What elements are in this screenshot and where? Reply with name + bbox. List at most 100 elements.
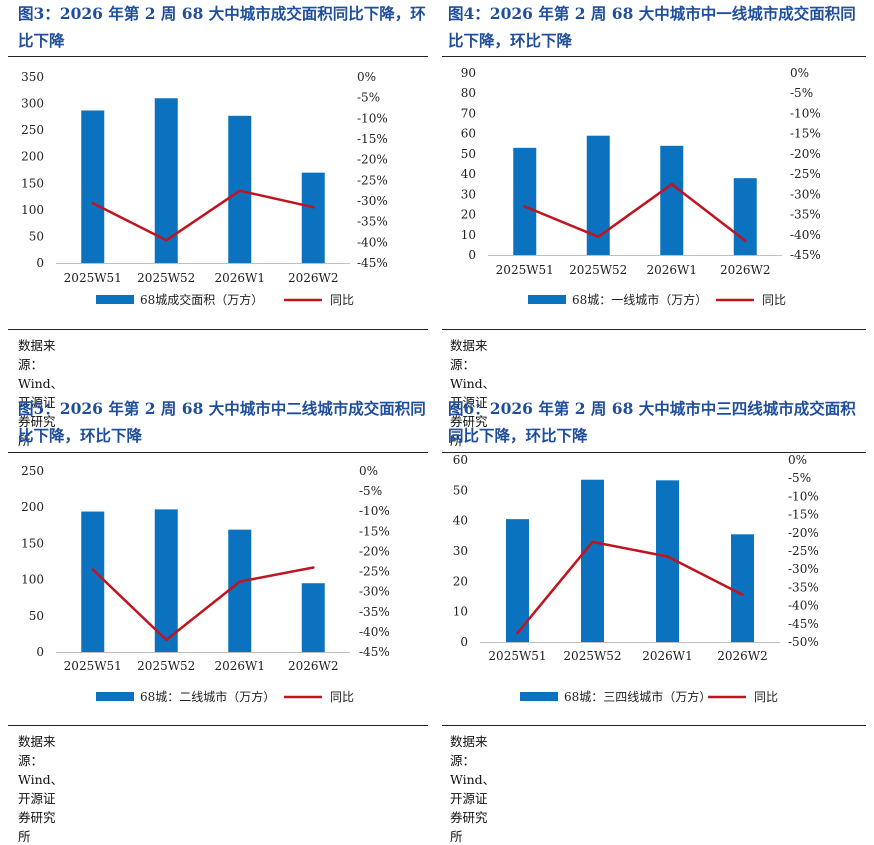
right-tick-label: -25% <box>359 565 390 579</box>
bar-2026w2 <box>731 534 754 642</box>
yoy-line <box>92 189 314 242</box>
title-line-1: 图3：2026 年第 2 周 68 大中城市成交面积同比下降，环 <box>18 4 426 23</box>
category-label: 2026W1 <box>214 659 265 673</box>
category-label: 2025W52 <box>137 271 195 285</box>
right-tick-label: -40% <box>788 599 819 613</box>
yoy-point-2026w1 <box>238 580 242 583</box>
right-tick-label: -15% <box>359 524 390 538</box>
category-label: 2025W52 <box>569 263 627 277</box>
legend-bar-swatch <box>520 692 558 701</box>
right-tick-label: -45% <box>790 248 821 262</box>
legend-bar-label: 68城：二线城市（万方） <box>140 689 275 704</box>
chart-title: 图4：2026 年第 2 周 68 大中城市中一线城市成交面积同 比下降，环比下… <box>448 0 868 54</box>
yoy-point-2025w51 <box>91 568 95 571</box>
left-tick-label: 200 <box>21 500 44 514</box>
right-tick-label: -20% <box>359 544 390 558</box>
left-tick-label: 200 <box>21 150 44 164</box>
category-label: 2025W52 <box>563 649 621 663</box>
yoy-point-2025w52 <box>591 540 594 544</box>
divider <box>442 452 866 453</box>
right-tick-label: 0% <box>359 464 378 478</box>
left-tick-label: 50 <box>453 483 468 497</box>
category-label: 2026W2 <box>288 271 339 285</box>
left-tick-label: 0 <box>36 256 44 270</box>
yoy-point-2026w1 <box>670 182 674 186</box>
right-tick-label: -40% <box>790 228 821 242</box>
right-tick-label: 0% <box>790 66 809 80</box>
left-tick-label: 100 <box>21 203 44 217</box>
left-tick-label: 10 <box>453 605 468 619</box>
yoy-point-2025w52 <box>164 638 168 642</box>
title-line-2: 比下降，环比下降 <box>448 31 573 50</box>
bar-2025w51 <box>81 110 105 263</box>
yoy-point-2026w1 <box>238 189 242 192</box>
legend-line-label: 同比 <box>762 293 786 307</box>
right-tick-label: -5% <box>788 471 811 485</box>
yoy-point-2025w51 <box>516 631 519 635</box>
yoy-point-2025w52 <box>596 235 600 239</box>
title-line-1: 图5：2026 年第 2 周 68 大中城市中二线城市成交面积同 <box>18 399 426 418</box>
left-tick-label: 0 <box>36 645 44 659</box>
bar-2026w1 <box>228 529 252 652</box>
divider <box>8 725 428 726</box>
legend-bar-swatch <box>96 692 134 701</box>
chart-title: 图3：2026 年第 2 周 68 大中城市成交面积同比下降，环 比下降 <box>18 0 438 54</box>
left-tick-label: 60 <box>461 127 476 141</box>
bar-2025w51 <box>513 147 537 255</box>
chart-title: 图5：2026 年第 2 周 68 大中城市中二线城市成交面积同 比下降，环比下… <box>18 395 438 449</box>
left-tick-label: 20 <box>453 574 468 588</box>
left-tick-label: 40 <box>453 514 468 528</box>
left-tick-label: 50 <box>29 609 44 623</box>
right-tick-label: 0% <box>788 453 807 467</box>
left-tick-label: 50 <box>461 147 476 161</box>
right-tick-label: -45% <box>788 617 819 631</box>
left-tick-label: 80 <box>461 86 476 100</box>
category-label: 2025W51 <box>488 649 546 663</box>
title-line-1: 图6：2026 年第 2 周 68 大中城市中三四线城市成交面积 <box>448 399 856 418</box>
source-note: 数据来源：Wind、开源证券研究所 <box>18 338 64 448</box>
yoy-point-2026w2 <box>311 205 315 209</box>
combo-chart: 0 50 100 150 200 250 300 350 0% -5% -10% -15% -20% -2… <box>21 70 388 307</box>
combo-chart: 0 10 20 30 40 50 60 70 80 90 0% -5% -10% -15% -20% -25%… <box>461 66 821 307</box>
left-tick-label: 30 <box>453 544 468 558</box>
category-label: 2026W1 <box>646 263 697 277</box>
title-line-2: 比下降，环比下降 <box>18 426 143 445</box>
divider <box>442 329 866 330</box>
bar-2026w1 <box>656 480 679 642</box>
legend-bar-label: 68城：一线城市（万方） <box>572 292 707 307</box>
right-tick-label: -30% <box>357 194 388 208</box>
title-line-1: 图4：2026 年第 2 周 68 大中城市中一线城市成交面积同 <box>448 4 856 23</box>
right-tick-label: -20% <box>790 147 821 161</box>
divider <box>8 56 428 57</box>
source-note: 数据来源：Wind、开源证券研究所 <box>450 338 496 448</box>
left-tick-label: 60 <box>453 453 468 467</box>
category-label: 2026W2 <box>717 649 768 663</box>
legend-line-label: 同比 <box>754 690 778 704</box>
left-tick-label: 250 <box>21 464 44 478</box>
right-tick-label: -50% <box>788 635 819 649</box>
right-tick-label: -10% <box>359 504 390 518</box>
right-tick-label: -35% <box>788 580 819 594</box>
right-tick-label: -25% <box>788 544 819 558</box>
combo-chart: 0 50 100 150 200 250 0% -5% -10% -15% -20% -25% -30%… <box>21 464 390 704</box>
right-tick-label: -10% <box>357 111 388 125</box>
right-tick-label: -20% <box>357 153 388 167</box>
source-note: 数据来源：Wind、开源证券研究所 <box>18 734 64 844</box>
right-tick-label: -10% <box>790 106 821 120</box>
left-tick-label: 90 <box>461 66 476 80</box>
yoy-point-2025w51 <box>523 205 527 208</box>
divider <box>442 725 866 726</box>
yoy-line <box>516 540 744 634</box>
yoy-point-2026w2 <box>311 566 315 569</box>
left-tick-label: 30 <box>461 187 476 201</box>
category-label: 2026W1 <box>214 271 265 285</box>
legend-bar-label: 68城：三四线城市（万方） <box>564 689 711 704</box>
divider <box>8 329 428 330</box>
yoy-point-2025w51 <box>91 201 95 205</box>
title-line-2: 比下降 <box>18 31 65 50</box>
left-tick-label: 0 <box>460 635 468 649</box>
left-tick-label: 0 <box>468 248 476 262</box>
right-tick-label: -40% <box>357 235 388 249</box>
right-tick-label: -5% <box>359 484 382 498</box>
yoy-line <box>524 182 747 242</box>
